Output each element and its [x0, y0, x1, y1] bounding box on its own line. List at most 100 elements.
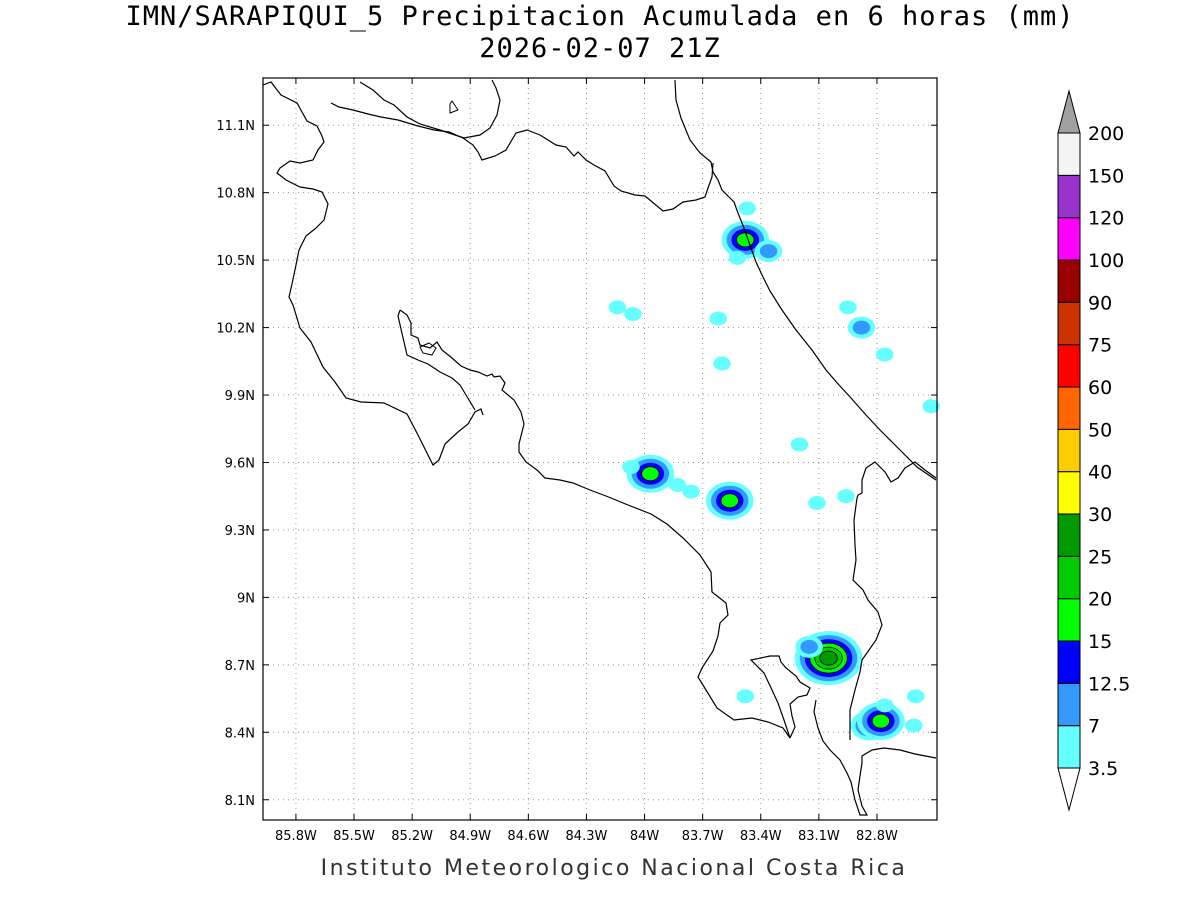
colorbar-label: 3.5 — [1088, 758, 1118, 780]
northern-border — [262, 81, 484, 466]
precip-cell — [875, 347, 894, 362]
colorbar-swatch — [1057, 132, 1081, 176]
colorbar-label: 120 — [1088, 208, 1124, 230]
colorbar-swatch — [1057, 174, 1081, 219]
lon-tick-label: 82.8W — [856, 829, 898, 844]
precip-cell — [736, 689, 755, 704]
precip-cell — [808, 495, 826, 510]
precip-cell — [754, 240, 783, 263]
colorbar: 200 150 120 100 90 75 60 50 40 30 25 20 15 12.5 7 3.5 — [1057, 89, 1130, 812]
colorbar-label: 50 — [1088, 419, 1112, 441]
precip-cell — [857, 702, 905, 741]
precip-cell — [682, 484, 700, 499]
map-grid — [263, 78, 937, 820]
map-title: IMN/SARAPIQUI_5 Precipitacion Acumulada … — [125, 1, 1075, 32]
colorbar-label: 75 — [1088, 335, 1112, 357]
precip-cell — [608, 300, 627, 315]
colorbar-label: 15 — [1088, 631, 1112, 653]
colorbar-swatch — [1057, 725, 1081, 769]
colorbar-label: 200 — [1088, 123, 1124, 145]
lat-tick-label: 9N — [237, 591, 255, 606]
colorbar-swatch — [1057, 471, 1081, 515]
colorbar-label: 12.5 — [1088, 673, 1130, 695]
colorbar-lower-arrow — [1057, 767, 1081, 812]
colorbar-swatch — [1057, 682, 1081, 727]
precip-cell — [728, 250, 747, 265]
colorbar-swatch — [1057, 259, 1081, 303]
lat-tick-label: 8.1N — [225, 794, 255, 809]
precip-cell — [624, 307, 642, 322]
precip-cell — [839, 300, 857, 315]
colorbar-swatch — [1057, 344, 1081, 388]
precip-cell — [922, 399, 940, 414]
precip-cell — [738, 201, 756, 216]
lon-tick-label: 83.4W — [740, 829, 782, 844]
footer-credit: Instituto Meteorologico Nacional Costa R… — [320, 856, 908, 881]
colorbar-swatch — [1057, 428, 1081, 473]
colorbar-label: 30 — [1088, 504, 1112, 526]
lat-tick-label: 9.3N — [225, 524, 255, 539]
lake-island — [449, 100, 459, 114]
colorbar-label: 100 — [1088, 250, 1124, 272]
colorbar-swatch — [1057, 217, 1081, 261]
lon-tick-label: 84.9W — [449, 829, 491, 844]
map-timestamp: 2026-02-07 21Z — [479, 33, 721, 64]
gulf-of-nicoya-coast — [397, 309, 476, 411]
lat-tick-label: 8.7N — [225, 659, 255, 674]
lon-tick-label: 85.5W — [333, 829, 375, 844]
precip-cell — [622, 459, 640, 474]
colorbar-swatch — [1057, 301, 1081, 346]
precipitation-layer — [608, 201, 940, 741]
lon-tick-label: 85.8W — [275, 829, 317, 844]
coastline-layer — [262, 79, 937, 816]
colorbar-swatch — [1057, 598, 1081, 642]
lon-tick-label: 83.1W — [798, 829, 840, 844]
panama-border — [849, 461, 937, 740]
precip-cell — [626, 454, 675, 493]
precip-cell — [847, 316, 876, 339]
lon-tick-label: 84W — [630, 829, 660, 844]
colorbar-swatch — [1057, 386, 1081, 430]
precip-cell — [795, 635, 823, 658]
colorbar-label: 90 — [1088, 292, 1112, 314]
precip-cell — [706, 481, 754, 520]
gulf-of-nicoya-island — [419, 342, 437, 356]
colorbar-swatch — [1057, 513, 1081, 557]
lat-tick-label: 10.8N — [216, 187, 255, 202]
colorbar-swatch — [1057, 640, 1081, 684]
colorbar-label: 25 — [1088, 546, 1112, 568]
lon-tick-label: 85.2W — [391, 829, 433, 844]
precip-cell — [668, 477, 687, 492]
lat-tick-label: 9.6N — [225, 456, 255, 471]
lake-nicaragua-north — [359, 79, 501, 139]
map-axes: 11.1N 10.8N 10.5N 10.2N 9.9N 9.6N 9.3N 9N 8.7N 8.… — [216, 78, 937, 844]
colorbar-label: 20 — [1088, 589, 1112, 611]
lon-tick-label: 84.6W — [507, 829, 549, 844]
colorbar-label: 60 — [1088, 377, 1112, 399]
precip-cell — [906, 689, 925, 704]
colorbar-swatch — [1057, 555, 1081, 600]
lat-tick-label: 11.1N — [216, 119, 255, 134]
precip-cell — [875, 698, 894, 713]
pacific-coast — [493, 375, 791, 739]
precip-cell — [709, 311, 727, 326]
golfo-dulce-coast — [813, 699, 937, 816]
lat-tick-label: 10.2N — [216, 322, 255, 337]
lat-tick-label: 9.9N — [225, 389, 255, 404]
colorbar-label: 40 — [1088, 462, 1112, 484]
caribbean-coast — [674, 79, 937, 481]
lon-tick-label: 83.7W — [682, 829, 724, 844]
precip-cell — [905, 718, 923, 733]
map-frame — [262, 77, 938, 821]
precip-cell — [713, 356, 731, 371]
colorbar-label: 150 — [1088, 165, 1124, 187]
colorbar-upper-arrow — [1057, 89, 1081, 134]
colorbar-label: 7 — [1088, 716, 1100, 738]
lat-tick-label: 8.4N — [225, 726, 255, 741]
precip-cell — [837, 489, 855, 504]
lake-nicaragua-shore — [330, 102, 714, 212]
lon-tick-label: 84.3W — [566, 829, 608, 844]
nicoya-peninsula — [399, 309, 495, 378]
osa-peninsula — [749, 655, 811, 739]
